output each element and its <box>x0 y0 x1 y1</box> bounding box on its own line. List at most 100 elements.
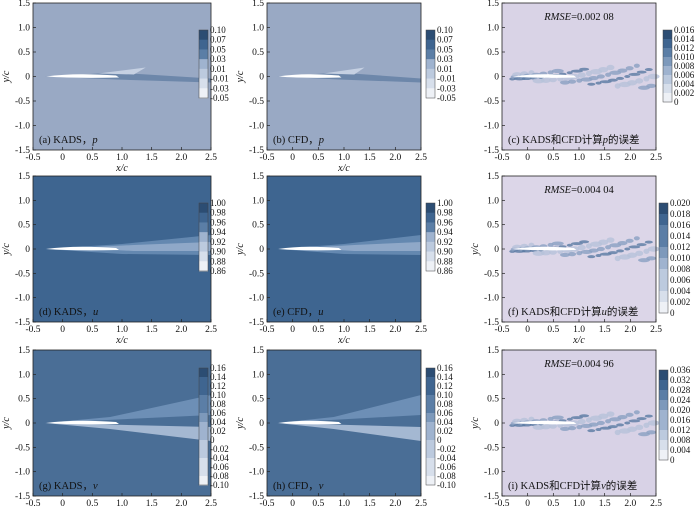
colorbar-tick-label: 0.94 <box>210 227 226 237</box>
error-speckle <box>577 244 586 251</box>
pressure-lobe <box>323 67 365 75</box>
caption-prefix: (h) CFD， <box>273 481 319 492</box>
x-tick-label: 1.0 <box>116 325 128 335</box>
x-tick-label: 2.5 <box>415 325 427 335</box>
colorbar-frame <box>425 29 436 99</box>
error-speckle <box>646 83 657 88</box>
colorbar-band <box>663 93 672 103</box>
colorbar-tick-label: 0.04 <box>437 417 453 427</box>
airfoil-shape <box>278 74 342 78</box>
colorbar-band <box>426 386 435 396</box>
colorbar-tick-label: 0.020 <box>670 405 691 415</box>
y-tick-label: 0.5 <box>18 221 30 231</box>
x-tick-label: -0.5 <box>494 325 509 335</box>
colorbar-tick-label: -0.06 <box>437 462 456 472</box>
caption-variable: p <box>91 135 97 146</box>
x-tick-label: 1.5 <box>146 499 158 508</box>
x-tick-label: 0 <box>290 499 295 508</box>
y-tick-label: -1.5 <box>484 318 499 328</box>
colorbar-band <box>659 280 668 292</box>
error-speckle <box>568 79 577 84</box>
downwash-region <box>277 423 421 441</box>
colorbar-tick-label: 0.01 <box>437 64 453 74</box>
colorbar-band <box>426 49 435 60</box>
y-axis-label: y/c <box>470 243 481 256</box>
y-tick-label: 1.0 <box>487 370 499 380</box>
colorbar-tick-label: 0.016 <box>674 25 695 35</box>
colorbar-band <box>426 476 435 486</box>
chart-panel-6: -0.5 0 0.5 1.0 1.5 2.0 2.5 1.5 1.0 0.5 0 -0.5 -1.0 -1… <box>1 346 229 508</box>
x-tick-label: 1.0 <box>338 153 350 163</box>
y-tick-label: 0.5 <box>252 395 264 405</box>
error-speckle <box>577 72 586 78</box>
colorbar-band <box>199 395 208 405</box>
x-tick-label: -0.5 <box>259 153 274 163</box>
error-speckle <box>559 80 570 85</box>
colorbar-band <box>426 458 435 468</box>
y-tick-label: 0.5 <box>252 48 264 58</box>
error-speckle <box>607 78 618 82</box>
colorbar: 0.0200.0180.0160.0140.0120.0100.0080.006… <box>658 198 691 318</box>
colorbar-tick-label: 0.006 <box>670 275 691 285</box>
x-tick-label: 1.5 <box>364 499 376 508</box>
colorbar-tick-label: -0.02 <box>210 444 229 454</box>
colorbar-tick-label: 0.008 <box>670 435 691 445</box>
colorbar-band <box>426 88 435 99</box>
caption-variable: v <box>601 481 606 492</box>
error-speckle <box>579 67 590 71</box>
colorbar-tick-label: 0.03 <box>437 54 453 64</box>
x-axis-label: x/c <box>337 163 350 174</box>
colorbar-band <box>426 449 435 459</box>
caption-prefix: (e) CFD， <box>273 307 318 318</box>
x-tick-label: 0 <box>525 325 530 335</box>
x-tick-label: 2.0 <box>389 325 401 335</box>
x-tick-label: 2.5 <box>415 153 427 163</box>
colorbar-tick-label: 0.16 <box>437 363 453 373</box>
error-speckle <box>540 77 551 83</box>
caption-suffix: 的误差 <box>607 305 639 318</box>
x-tick-label: 0 <box>60 499 65 508</box>
colorbar-band <box>663 66 672 76</box>
colorbar-tick-label: 0.06 <box>437 408 453 418</box>
panel-caption: (i) KADS和CFD计算v的误差 <box>508 479 637 492</box>
colorbar-tick-label: 0.06 <box>210 408 226 418</box>
airfoil-shape <box>513 74 577 78</box>
colorbar-band <box>659 203 668 215</box>
error-speckle <box>606 411 615 417</box>
y-tick-label: 1.5 <box>252 172 264 182</box>
colorbar-band <box>199 413 208 423</box>
error-speckle <box>635 424 644 431</box>
colorbar-tick-label: 0.032 <box>670 375 690 385</box>
colorbar-tick-label: 0 <box>670 455 675 465</box>
caption-suffix: 的误差 <box>608 133 640 146</box>
x-tick-label: -0.5 <box>259 325 274 335</box>
error-speckle <box>625 238 634 243</box>
y-tick-label: -1.0 <box>15 294 30 304</box>
error-speckle <box>647 246 660 252</box>
error-speckle <box>548 76 557 83</box>
colorbar-band <box>199 222 208 233</box>
caption-variable: v <box>319 481 324 492</box>
chart-panel-7: -0.5 0 0.5 1.0 1.5 2.0 2.5 1.5 1.0 0.5 0 -0.5 -1.0 -1… <box>235 346 456 508</box>
error-speckle <box>548 249 557 255</box>
error-speckle <box>570 242 583 246</box>
y-tick-label: 0.5 <box>252 221 264 231</box>
error-speckle <box>551 415 564 420</box>
x-tick-label: 1.0 <box>573 499 585 508</box>
error-speckle <box>577 418 586 425</box>
colorbar-tick-label: 0.96 <box>210 217 226 227</box>
colorbar-band <box>199 476 208 486</box>
x-tick-label: 0.5 <box>547 153 559 163</box>
colorbar-band <box>426 368 435 378</box>
colorbar-band <box>199 49 208 60</box>
colorbar-band <box>199 404 208 414</box>
caption-prefix: (b) CFD， <box>273 135 319 146</box>
x-tick-label: 2.5 <box>650 325 662 335</box>
caption-variable: v <box>93 481 98 492</box>
x-tick-label: -0.5 <box>494 499 509 508</box>
x-axis-label: x/c <box>337 335 350 346</box>
colorbar-tick-label: 0.002 <box>670 297 690 307</box>
colorbar-band <box>659 440 668 451</box>
error-speckle <box>646 430 657 435</box>
chart-panel-2: -0.5 0 0.5 1.0 1.5 2.0 2.5 1.5 1.0 0.5 0 -0.5 -1.0 -1… <box>484 0 695 163</box>
